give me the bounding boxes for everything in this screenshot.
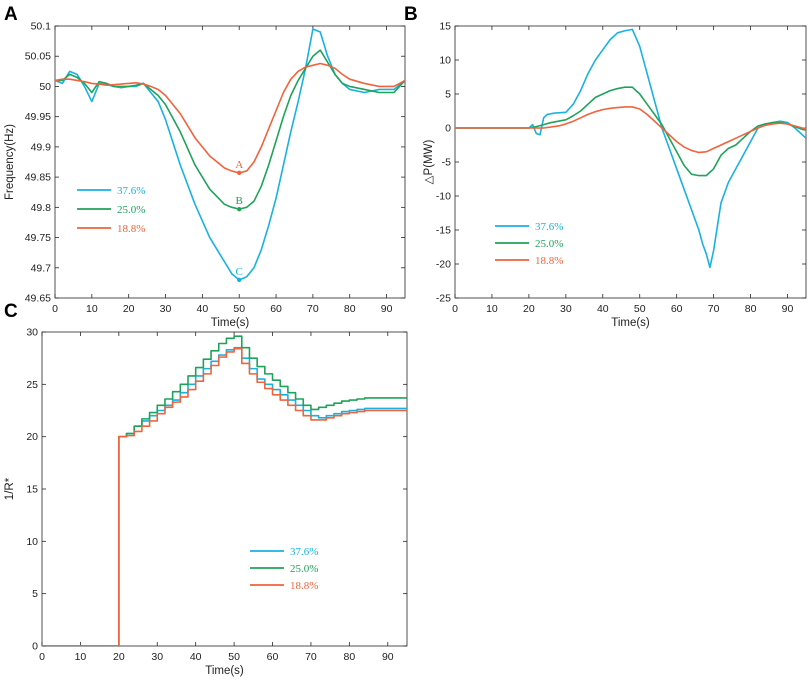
x-axis-label: Time(s): [211, 317, 250, 329]
panel-letter: C: [4, 301, 18, 322]
series-line-25-0pct: [455, 86, 806, 177]
x-tick-label: 90: [382, 651, 394, 663]
x-tick-label: 20: [123, 303, 135, 315]
x-tick-label: 0: [452, 303, 458, 315]
y-tick-label: 49.7: [31, 262, 52, 274]
y-tick-label: 49.85: [25, 172, 51, 184]
y-tick-label: 20: [26, 431, 38, 443]
x-tick-label: 60: [671, 303, 683, 315]
panel-letter: A: [4, 4, 18, 25]
y-tick-label: 15: [439, 21, 451, 33]
panel-letter: B: [404, 4, 418, 25]
y-tick-label: 49.75: [25, 232, 51, 244]
x-tick-label: 80: [745, 303, 757, 315]
y-tick-label: -5: [442, 157, 451, 169]
y-axis-label: △P(MW): [423, 140, 435, 185]
legend-label: 25.0%: [117, 204, 145, 216]
series-line-37-6pct: [55, 28, 405, 281]
series-line-37-6pct: [42, 346, 407, 646]
annotation-point: [237, 206, 242, 212]
y-tick-label: -15: [436, 225, 451, 237]
annotation-label: A: [235, 159, 243, 171]
x-tick-label: 30: [560, 303, 572, 315]
x-tick-label: 70: [708, 303, 720, 315]
x-tick-label: 80: [344, 303, 356, 315]
y-tick-label: 10: [26, 536, 38, 548]
x-tick-label: 80: [344, 651, 356, 663]
y-tick-label: 50.1: [31, 21, 52, 33]
series-line-37-6pct: [455, 28, 806, 269]
x-axis-label: Time(s): [205, 665, 244, 677]
y-tick-label: 49.95: [25, 111, 51, 123]
y-tick-label: 49.9: [31, 141, 52, 153]
panel-c: C 0 10 20 30 40 50 60 70 80 90 0 5 10 15 20 25 30 Time(s) 1…: [4, 301, 408, 677]
y-tick-label: 25: [26, 379, 38, 391]
x-tick-label: 50: [233, 303, 245, 315]
legend-label: 37.6%: [535, 221, 563, 233]
x-tick-label: 20: [523, 303, 535, 315]
legend-label: 18.8%: [117, 223, 145, 235]
axes-box: [54, 25, 406, 299]
x-tick-label: 40: [197, 303, 209, 315]
y-tick-label: 15: [26, 484, 38, 496]
x-axis-label: Time(s): [611, 317, 650, 329]
x-tick-label: 30: [160, 303, 172, 315]
y-tick-label: -20: [436, 259, 451, 271]
x-tick-label: 70: [307, 303, 319, 315]
y-tick-label: 5: [445, 89, 451, 101]
series-line-18-8pct: [55, 62, 405, 174]
x-tick-label: 60: [270, 303, 282, 315]
x-tick-label: 50: [634, 303, 646, 315]
x-tick-label: 40: [190, 651, 202, 663]
x-tick-label: 0: [39, 651, 45, 663]
legend-label: 37.6%: [117, 185, 145, 197]
y-axis-label: Frequency(Hz): [4, 124, 16, 200]
y-tick-label: -25: [436, 293, 451, 305]
y-tick-label: 30: [26, 327, 38, 339]
x-tick-label: 70: [305, 651, 317, 663]
y-tick-label: 0: [32, 641, 38, 653]
y-tick-label: 50: [39, 81, 51, 93]
legend: 37.6% 25.0% 18.8%: [250, 546, 318, 592]
x-tick-label: 40: [597, 303, 609, 315]
x-tick-label: 50: [228, 651, 240, 663]
annotation-point: [237, 277, 242, 283]
x-tick-label: 10: [75, 651, 87, 663]
y-tick-label: 0: [445, 123, 451, 135]
legend: 37.6% 25.0% 18.8%: [77, 185, 145, 235]
y-tick-label: 49.8: [31, 202, 52, 214]
y-tick-label: 10: [439, 55, 451, 67]
legend-label: 25.0%: [290, 563, 318, 575]
panel-a: A 0 10 20 30 40 50 60 70 80 90 49.65 49.7 49.75 49.8 49…: [4, 4, 406, 329]
y-tick-label: 5: [32, 588, 38, 600]
x-tick-label: 90: [381, 303, 393, 315]
x-tick-label: 30: [151, 651, 163, 663]
series-line-18-8pct: [455, 106, 806, 154]
axes-box: [41, 331, 408, 647]
annotation-label: B: [236, 195, 243, 207]
y-tick-label: 49.65: [25, 293, 51, 305]
x-tick-label: 10: [86, 303, 98, 315]
x-tick-label: 20: [113, 651, 125, 663]
series-line-25-0pct: [55, 49, 405, 210]
legend: 37.6% 25.0% 18.8%: [495, 221, 563, 267]
series-line-25-0pct: [42, 335, 407, 646]
y-tick-label: 50.05: [25, 51, 51, 63]
series-line-18-8pct: [42, 347, 407, 646]
legend-label: 25.0%: [535, 238, 563, 250]
axes-box: [454, 25, 807, 299]
y-tick-label: -10: [436, 191, 451, 203]
x-tick-label: 90: [782, 303, 794, 315]
x-tick-label: 60: [267, 651, 279, 663]
annotation-label: C: [236, 266, 243, 278]
x-tick-label: 10: [486, 303, 498, 315]
x-tick-label: 0: [52, 303, 58, 315]
panel-b: B 0 10 20 30 40 50 60 70 80 90 -25 -20 -15 -10 -5 0 5 10 15…: [404, 4, 807, 329]
y-axis-label: 1/R*: [4, 477, 16, 500]
legend-label: 18.8%: [290, 580, 318, 592]
legend-label: 37.6%: [290, 546, 318, 558]
legend-label: 18.8%: [535, 255, 563, 267]
annotation-point: [237, 170, 242, 176]
